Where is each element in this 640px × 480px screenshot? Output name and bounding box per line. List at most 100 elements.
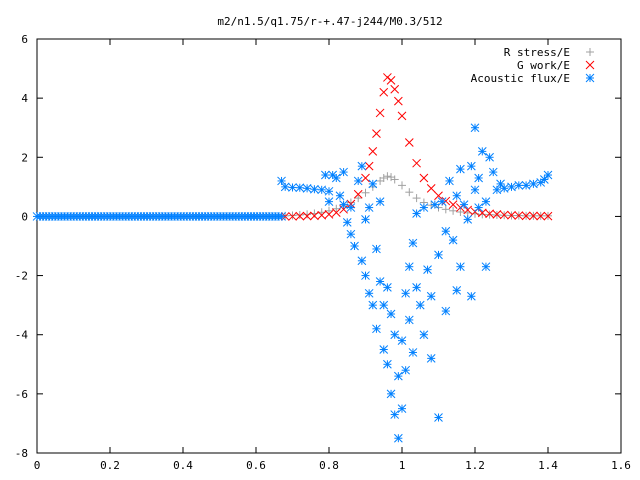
data-point: [277, 212, 286, 221]
data-point: [350, 241, 359, 251]
data-point: [514, 181, 524, 190]
data-point: [332, 204, 341, 213]
data-point: [485, 209, 494, 219]
data-point: [405, 188, 414, 197]
y-tick-label: 0: [21, 210, 28, 223]
data-point: [364, 288, 374, 298]
data-point: [463, 215, 473, 224]
data-point: [375, 108, 385, 118]
data-point: [342, 217, 352, 227]
data-point: [412, 283, 421, 292]
data-point: [331, 208, 341, 217]
legend-label: G work/E: [517, 59, 570, 72]
data-point: [496, 179, 505, 189]
data-point: [441, 226, 451, 236]
data-point: [419, 203, 429, 212]
data-point: [415, 300, 425, 310]
data-point: [456, 207, 465, 216]
data-point: [485, 152, 494, 162]
data-point: [488, 167, 498, 177]
x-tick-label: 0.8: [319, 459, 339, 472]
x-tick-label: 1.2: [465, 459, 485, 472]
legend-marker: [586, 48, 594, 56]
data-point: [434, 413, 443, 422]
data-point: [398, 181, 406, 190]
data-point: [361, 271, 370, 280]
data-point: [536, 211, 546, 221]
data-point: [379, 87, 389, 97]
data-point: [412, 194, 421, 203]
data-point: [383, 283, 392, 292]
data-point: [404, 315, 414, 325]
data-point: [364, 203, 374, 212]
data-point: [448, 235, 458, 245]
legend-marker: [585, 73, 595, 83]
x-tick-label: 1.4: [538, 459, 558, 472]
data-point: [372, 324, 381, 334]
data-point: [379, 173, 388, 182]
y-tick-label: 6: [21, 33, 28, 46]
data-point: [393, 433, 403, 443]
data-point: [419, 173, 429, 183]
series-layer: [32, 73, 553, 443]
data-point: [368, 300, 378, 310]
chart-title: m2/n1.5/q1.75/r-+.47-j244/M0.3/512: [217, 15, 442, 28]
data-point: [390, 175, 399, 184]
data-point: [452, 191, 462, 201]
data-point: [302, 183, 312, 193]
x-tick-label: 0.2: [100, 459, 120, 472]
data-point: [529, 179, 538, 189]
data-point: [543, 170, 553, 180]
data-point: [346, 203, 356, 212]
data-point: [361, 215, 370, 224]
data-point: [390, 84, 400, 94]
data-point: [317, 185, 327, 195]
y-tick-label: 2: [21, 151, 28, 164]
data-point: [507, 210, 516, 220]
data-point: [543, 211, 553, 221]
data-point: [456, 164, 465, 174]
data-point: [280, 182, 290, 192]
data-point: [492, 210, 502, 219]
data-point: [521, 181, 531, 190]
data-point: [426, 354, 436, 363]
data-point: [514, 211, 524, 220]
x-tick-label: 0.4: [173, 459, 193, 472]
data-point: [445, 176, 454, 186]
data-point: [386, 76, 396, 85]
data-point: [288, 183, 297, 192]
data-point: [404, 138, 414, 147]
data-point: [449, 206, 458, 215]
data-point: [379, 345, 389, 354]
data-point: [303, 210, 312, 219]
x-tick-label: 0: [34, 459, 41, 472]
data-point: [353, 176, 363, 186]
data-point: [437, 197, 447, 206]
data-point: [339, 200, 348, 209]
y-tick-label: 4: [21, 92, 28, 105]
data-point: [426, 291, 436, 301]
data-point: [390, 410, 400, 419]
plot-frame: [36, 38, 622, 454]
x-tick-label: 1: [399, 459, 406, 472]
data-point: [361, 188, 370, 197]
data-point: [474, 173, 484, 183]
data-point: [295, 210, 304, 219]
data-point: [386, 389, 396, 399]
data-point: [302, 211, 312, 221]
data-point: [320, 170, 330, 180]
data-point: [529, 211, 538, 221]
data-point: [456, 262, 465, 272]
data-point: [499, 183, 509, 193]
data-point: [397, 111, 407, 121]
data-point: [354, 194, 363, 203]
data-point: [426, 183, 436, 193]
series-2: [32, 123, 553, 443]
data-point: [364, 161, 374, 171]
data-point: [346, 229, 356, 239]
data-point: [386, 309, 396, 319]
data-point: [470, 123, 480, 133]
data-point: [430, 200, 440, 209]
data-point: [404, 262, 414, 272]
